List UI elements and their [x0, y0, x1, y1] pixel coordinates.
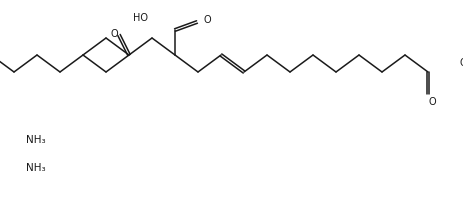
Text: O: O — [110, 29, 118, 39]
Text: O: O — [203, 15, 210, 25]
Text: NH₃: NH₃ — [25, 163, 45, 173]
Text: HO: HO — [133, 13, 148, 23]
Text: OH: OH — [459, 58, 463, 68]
Text: O: O — [427, 97, 435, 107]
Text: NH₃: NH₃ — [25, 135, 45, 145]
